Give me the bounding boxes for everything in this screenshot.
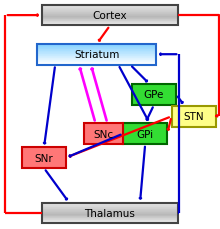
Bar bbox=[42, 8, 178, 9]
Bar bbox=[42, 205, 178, 206]
Bar bbox=[37, 51, 156, 52]
Bar bbox=[37, 53, 156, 54]
Bar bbox=[42, 22, 178, 23]
Bar bbox=[37, 45, 156, 46]
Bar bbox=[37, 59, 156, 60]
Bar bbox=[42, 209, 178, 210]
Bar bbox=[42, 206, 178, 207]
Bar bbox=[123, 124, 167, 144]
Text: Striatum: Striatum bbox=[74, 50, 119, 60]
Bar bbox=[132, 85, 176, 105]
Bar bbox=[42, 212, 178, 213]
Bar bbox=[42, 222, 178, 223]
Bar bbox=[42, 207, 178, 208]
Bar bbox=[37, 64, 156, 65]
Bar bbox=[42, 208, 178, 209]
Bar bbox=[42, 23, 178, 24]
Bar bbox=[37, 46, 156, 47]
Text: Cortex: Cortex bbox=[93, 11, 127, 21]
Bar bbox=[42, 24, 178, 25]
Bar bbox=[37, 45, 156, 65]
Bar bbox=[42, 10, 178, 11]
Bar bbox=[37, 57, 156, 58]
Bar bbox=[42, 7, 178, 8]
Bar bbox=[42, 15, 178, 16]
Bar bbox=[37, 54, 156, 55]
Bar bbox=[37, 58, 156, 59]
Bar bbox=[42, 6, 178, 7]
Bar bbox=[37, 49, 156, 50]
Bar bbox=[37, 63, 156, 64]
Bar bbox=[42, 203, 178, 204]
Text: GPe: GPe bbox=[144, 90, 164, 100]
Text: STN: STN bbox=[183, 112, 204, 122]
Text: SNc: SNc bbox=[93, 129, 114, 139]
Bar bbox=[37, 48, 156, 49]
Bar bbox=[22, 148, 66, 168]
Bar bbox=[42, 219, 178, 220]
Bar bbox=[42, 215, 178, 216]
Text: GPi: GPi bbox=[137, 129, 154, 139]
Text: SNr: SNr bbox=[35, 153, 53, 163]
Bar bbox=[42, 220, 178, 221]
Bar bbox=[42, 217, 178, 218]
Bar bbox=[42, 221, 178, 222]
Bar bbox=[42, 17, 178, 18]
Bar bbox=[42, 218, 178, 219]
Bar bbox=[37, 50, 156, 51]
Bar bbox=[37, 62, 156, 63]
Bar bbox=[42, 14, 178, 15]
Bar bbox=[42, 25, 178, 26]
Bar bbox=[42, 20, 178, 21]
Bar bbox=[42, 216, 178, 217]
Bar bbox=[42, 210, 178, 211]
Bar bbox=[37, 61, 156, 62]
Bar bbox=[42, 6, 178, 26]
Bar bbox=[37, 56, 156, 57]
Bar bbox=[42, 204, 178, 205]
Bar bbox=[84, 124, 123, 144]
Bar bbox=[42, 13, 178, 14]
Bar bbox=[42, 19, 178, 20]
Bar bbox=[42, 16, 178, 17]
Bar bbox=[42, 9, 178, 10]
Bar bbox=[37, 47, 156, 48]
Bar bbox=[172, 106, 216, 127]
Bar bbox=[37, 55, 156, 56]
Bar bbox=[42, 18, 178, 19]
Text: Thalamus: Thalamus bbox=[84, 208, 136, 218]
Bar bbox=[42, 11, 178, 12]
Bar bbox=[42, 21, 178, 22]
Bar bbox=[37, 52, 156, 53]
Bar bbox=[42, 12, 178, 13]
Bar bbox=[42, 213, 178, 214]
Bar bbox=[42, 214, 178, 215]
Bar bbox=[37, 60, 156, 61]
Bar bbox=[42, 211, 178, 212]
Bar bbox=[42, 203, 178, 223]
